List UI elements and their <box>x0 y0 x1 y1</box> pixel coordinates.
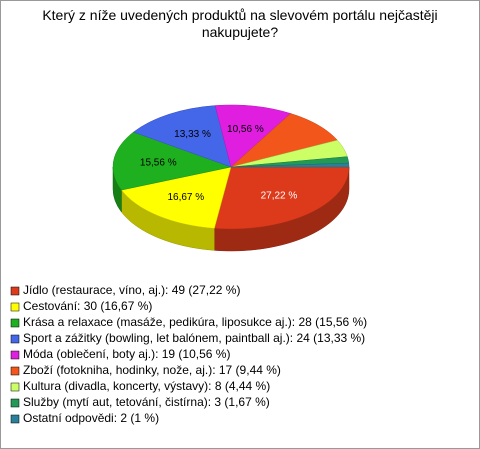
legend-label: Zboží (fotokniha, hodinky, nože, aj.): 1… <box>23 363 281 377</box>
pie-slice <box>112 131 232 191</box>
value-label: 16,67 % <box>167 192 204 203</box>
value-label: 27,22 % <box>261 191 298 202</box>
legend-swatch <box>10 350 20 360</box>
legend-swatch <box>10 302 20 312</box>
legend-swatch <box>10 414 20 424</box>
legend-label: Sport a zážitky (bowling, let balónem, p… <box>23 331 365 345</box>
legend-label: Móda (oblečení, boty aj.): 19 (10,56 %) <box>23 347 230 361</box>
legend-swatch <box>10 318 20 328</box>
pie-slice <box>132 105 232 168</box>
legend-label: Kultura (divadla, koncerty, výstavy): 8 … <box>23 379 270 393</box>
legend-label: Krása a relaxace (masáže, pedikúra, lipo… <box>23 315 367 329</box>
legend-label: Služby (mytí aut, tetování, čistírna): 3… <box>23 395 270 409</box>
legend-swatch <box>10 382 20 392</box>
pie-slice <box>214 104 292 168</box>
legend-label: Ostatní odpovědi: 2 (1 %) <box>23 411 159 425</box>
legend-swatch <box>10 366 20 376</box>
pie-slice <box>214 166 350 230</box>
legend-swatch <box>10 286 20 296</box>
legend-label: Jídlo (restaurace, víno, aj.): 49 (27,22… <box>23 283 240 297</box>
pie-slice <box>230 162 350 168</box>
legend-label: Cestování: 30 (16,67 %) <box>23 299 152 313</box>
value-label: 13,33 % <box>174 129 211 140</box>
legend-swatch <box>10 334 20 344</box>
pie-slice <box>121 166 232 229</box>
legend-swatch <box>10 398 20 408</box>
chart-title: Který z níže uvedených produktů na slevo… <box>42 7 438 40</box>
value-label: 10,56 % <box>227 124 264 135</box>
value-label: 15,56 % <box>140 157 177 168</box>
